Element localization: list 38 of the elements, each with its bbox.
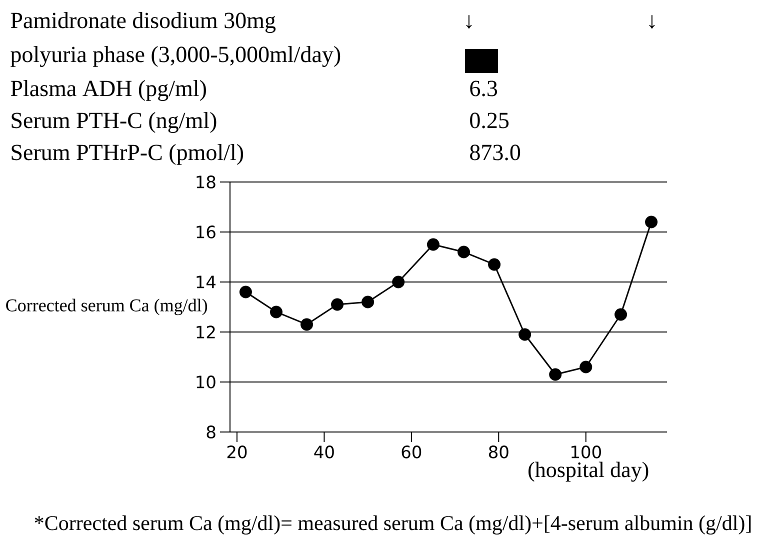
x-tick-label: 40: [314, 446, 334, 458]
y-tick-label: 10: [196, 376, 216, 388]
point: [488, 258, 501, 271]
text: polyuria phase (3,000-5,000ml/day): [10, 46, 340, 67]
x-tick-label: 20: [227, 446, 247, 458]
y-tick-label: 14: [196, 276, 216, 288]
y-tick-label: 8: [206, 426, 216, 438]
text: Plasma ADH (pg/ml): [10, 80, 206, 101]
point: [300, 318, 314, 331]
point: [426, 238, 440, 251]
point: [362, 296, 374, 308]
y-axis-title: Corrected serum Ca (mg/dl): [6, 298, 208, 316]
point: [331, 298, 344, 311]
point: [614, 308, 628, 321]
x-tick-label: 60: [402, 446, 422, 458]
x-tick-label: 80: [489, 446, 508, 458]
point: [458, 246, 470, 258]
text: *Corrected serum Ca (mg/dl)= measured serum Ca (mg/dl)+[4-serum albumin (g/dl)]: [34, 515, 751, 535]
point: [518, 328, 532, 341]
text: Pamidronate disodium 30mg: [10, 12, 276, 33]
point: [549, 368, 562, 381]
text: 873.0: [470, 144, 520, 160]
y-tick-label: 18: [196, 176, 216, 188]
point: [580, 360, 592, 374]
point: [270, 306, 282, 318]
point: [392, 276, 405, 288]
text: 0.25: [470, 112, 509, 128]
point: [239, 286, 252, 298]
text: Serum PTH-C (ng/ml): [12, 112, 216, 133]
text: ↓: [466, 15, 472, 29]
text: ↓: [649, 15, 655, 29]
point: [645, 216, 658, 228]
x-tick-label: 100: [572, 446, 601, 458]
x-axis-title: (hospital day): [528, 462, 648, 482]
text: Serum PTHrP-C (pmol/l): [12, 144, 244, 165]
text: 6.3: [470, 80, 498, 96]
y-tick-label: 12: [196, 326, 215, 338]
y-tick-label: 16: [196, 226, 216, 238]
